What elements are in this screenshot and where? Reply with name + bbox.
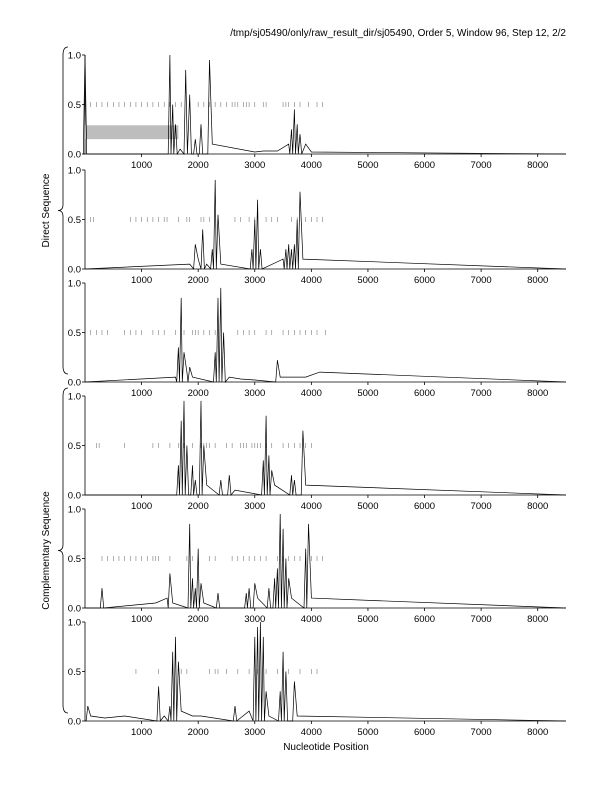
panel-5: 0.0 0.5 1.0 1000 2000 3000 4000 5000 6000 7000 800… [68, 505, 567, 625]
x-tick-label: 4000 [301, 388, 322, 399]
x-tick-label: 8000 [527, 160, 548, 171]
y-tick-label: 1.0 [68, 618, 81, 629]
series-line [84, 179, 567, 270]
y-tick-label: 1.0 [68, 51, 81, 62]
x-tick-label: 7000 [471, 275, 492, 286]
y-tick-label: 1.0 [68, 279, 81, 290]
x-tick-label: 4000 [301, 614, 322, 625]
x-tick-label: 8000 [527, 501, 548, 512]
x-tick-label: 5000 [357, 160, 378, 171]
group-braces: Direct Sequence Complementary Sequence [41, 46, 69, 714]
y-tick-label: 1.0 [68, 392, 81, 403]
x-tick-label: 8000 [527, 275, 548, 286]
x-tick-label: 2000 [188, 388, 209, 399]
group-brace [57, 387, 69, 714]
x-tick-label: 8000 [527, 388, 548, 399]
y-tick-label: 0.5 [68, 554, 81, 565]
x-tick-label: 2000 [188, 614, 209, 625]
panel-3: 0.0 0.5 1.0 1000 2000 3000 4000 5000 6000 7000 800… [68, 279, 567, 399]
series-line [85, 621, 567, 722]
x-tick-label: 2000 [188, 160, 209, 171]
y-tick-label: 0.0 [68, 265, 81, 276]
x-tick-label: 1000 [131, 614, 152, 625]
x-tick-label: 4000 [301, 160, 322, 171]
x-tick-label: 6000 [414, 160, 435, 171]
y-tick-label: 0.5 [68, 215, 81, 226]
chart-panels: 0.0 0.5 1.0 1000 2000 3000 4000 5000 6000 7000 800… [68, 51, 567, 738]
x-tick-label: 7000 [471, 388, 492, 399]
x-tick-label: 3000 [244, 501, 265, 512]
x-tick-label: 3000 [244, 614, 265, 625]
x-tick-label: 2000 [188, 275, 209, 286]
series-line [84, 287, 567, 383]
x-tick-label: 1000 [131, 388, 152, 399]
x-tick-label: 5000 [357, 275, 378, 286]
x-tick-label: 6000 [414, 501, 435, 512]
x-tick-label: 8000 [527, 614, 548, 625]
y-tick-label: 0.0 [68, 491, 81, 502]
x-tick-label: 2000 [188, 727, 209, 738]
x-tick-label: 7000 [471, 160, 492, 171]
y-tick-label: 1.0 [68, 166, 81, 177]
panel-1: 0.0 0.5 1.0 1000 2000 3000 4000 5000 6000 7000 800… [68, 51, 567, 171]
x-tick-label: 7000 [471, 727, 492, 738]
x-tick-label: 1000 [131, 160, 152, 171]
y-tick-label: 0.0 [68, 604, 81, 615]
x-tick-label: 8000 [527, 727, 548, 738]
y-tick-label: 0.5 [68, 100, 81, 111]
x-tick-label: 1000 [131, 727, 152, 738]
figure-title: /tmp/sj05490/only/raw_result_dir/sj05490… [230, 28, 566, 39]
panel-6: 0.0 0.5 1.0 1000 2000 3000 4000 5000 6000 7000 800… [68, 618, 567, 738]
group-brace [57, 46, 69, 375]
x-tick-label: 4000 [301, 275, 322, 286]
x-tick-label: 6000 [414, 275, 435, 286]
x-tick-label: 5000 [357, 501, 378, 512]
x-tick-label: 4000 [301, 501, 322, 512]
y-tick-label: 0.5 [68, 441, 81, 452]
series-line [85, 400, 567, 496]
x-tick-label: 5000 [357, 388, 378, 399]
group-label: Complementary Sequence [41, 491, 52, 610]
panel-2: 0.0 0.5 1.0 1000 2000 3000 4000 5000 6000 7000 800… [68, 166, 567, 286]
x-tick-label: 5000 [357, 727, 378, 738]
y-tick-label: 0.5 [68, 667, 81, 678]
series-line [82, 54, 567, 156]
y-tick-label: 0.5 [68, 328, 81, 339]
x-tick-label: 6000 [414, 614, 435, 625]
y-tick-label: 0.0 [68, 717, 81, 728]
x-tick-label: 4000 [301, 727, 322, 738]
series-line [85, 513, 567, 609]
panel-4: 0.0 0.5 1.0 1000 2000 3000 4000 5000 6000 7000 800… [68, 392, 567, 512]
x-tick-label: 3000 [244, 160, 265, 171]
y-tick-label: 0.0 [68, 378, 81, 389]
x-tick-label: 6000 [414, 727, 435, 738]
x-tick-label: 3000 [244, 388, 265, 399]
y-tick-label: 1.0 [68, 505, 81, 516]
x-tick-label: 6000 [414, 388, 435, 399]
x-axis-label: Nucleotide Position [283, 742, 369, 753]
x-tick-label: 7000 [471, 501, 492, 512]
x-tick-label: 3000 [244, 275, 265, 286]
highlight-region [85, 125, 179, 140]
x-tick-label: 2000 [188, 501, 209, 512]
group-label: Direct Sequence [41, 173, 52, 247]
x-tick-label: 3000 [244, 727, 265, 738]
x-tick-label: 7000 [471, 614, 492, 625]
y-tick-label: 0.0 [68, 150, 81, 161]
x-tick-label: 1000 [131, 501, 152, 512]
x-tick-label: 5000 [357, 614, 378, 625]
x-tick-label: 1000 [131, 275, 152, 286]
